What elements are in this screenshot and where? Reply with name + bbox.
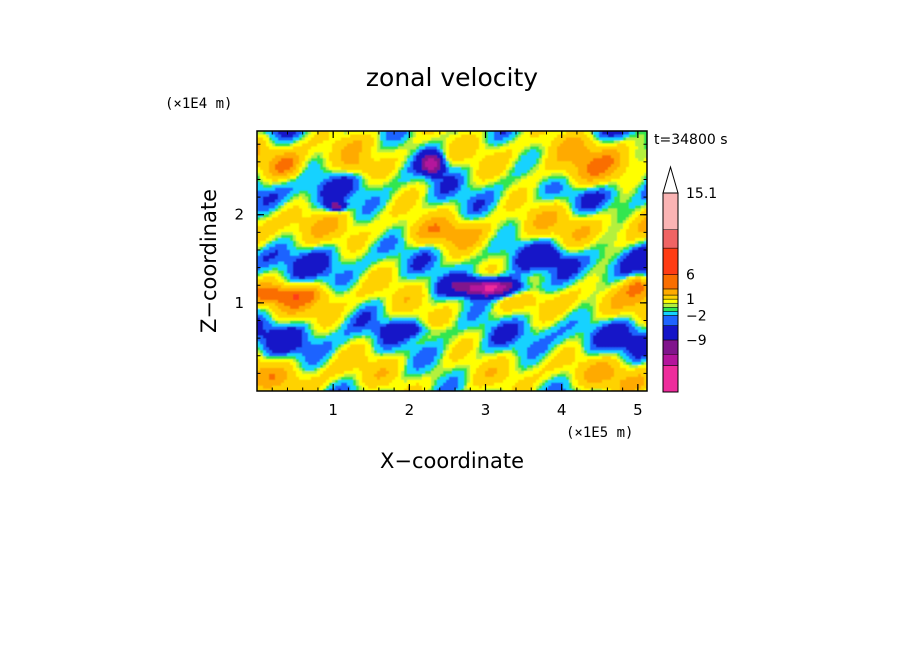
colorbar-swatch — [662, 192, 679, 230]
colorbar-label: 15.1 — [686, 186, 717, 202]
colorbar-swatch — [662, 353, 679, 366]
colorbar-swatch — [662, 307, 679, 312]
colorbar-swatch — [662, 339, 679, 355]
colorbar-extend-arrow — [662, 165, 679, 194]
colorbar-swatch — [662, 288, 679, 296]
colorbar-swatch — [662, 302, 679, 308]
colorbar-frame — [662, 192, 679, 393]
colorbar-swatch — [662, 247, 679, 275]
colorbar-swatch — [662, 294, 679, 300]
y-tick-label: 2 — [234, 206, 244, 224]
colorbar-label: −9 — [686, 333, 707, 349]
colorbar-swatch — [662, 298, 679, 304]
colorbar-swatch — [662, 365, 679, 393]
colorbar: 15.1 6 1−2 −9 — [662, 165, 717, 393]
colorbar-label: −2 — [686, 309, 707, 325]
x-tick-label: 2 — [405, 401, 415, 419]
chart-title: zonal velocity — [366, 63, 538, 92]
y-axis: 12 — [234, 143, 647, 374]
colorbar-swatch — [662, 325, 679, 341]
time-label: t=34800 s — [654, 132, 728, 148]
x-tick-label: 5 — [633, 401, 643, 419]
x-axis-label: X−coordinate — [380, 449, 524, 473]
x-unit-label: (×1E5 m) — [566, 425, 633, 441]
x-axis: 1 2 3 4 5 — [271, 131, 643, 419]
y-axis-label: Z−coordinate — [197, 189, 221, 333]
velocity-field — [257, 131, 647, 391]
colorbar-swatch — [662, 274, 679, 290]
plot-frame — [256, 130, 648, 392]
y-tick-label: 1 — [234, 294, 244, 312]
colorbar-label: 6 — [686, 268, 695, 284]
colorbar-swatch — [662, 315, 679, 326]
x-tick-label: 3 — [481, 401, 491, 419]
x-tick-label: 4 — [557, 401, 567, 419]
y-unit-label: (×1E4 m) — [165, 96, 232, 112]
colorbar-swatch — [662, 229, 679, 249]
colorbar-swatch — [662, 311, 679, 316]
colorbar-label: 1 — [686, 292, 695, 308]
x-tick-label: 1 — [328, 401, 338, 419]
